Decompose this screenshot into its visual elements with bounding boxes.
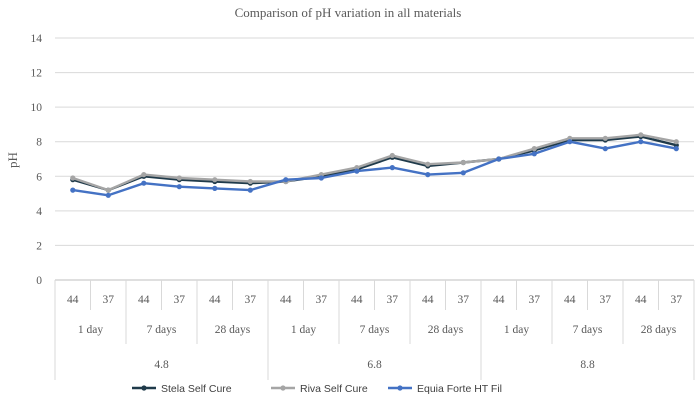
data-point	[212, 177, 218, 183]
x-tick-label: 37	[671, 294, 683, 306]
x-group-label-ph: 4.8	[154, 359, 169, 371]
x-tick-label: 37	[316, 294, 328, 306]
data-point	[638, 139, 644, 145]
y-tick-label: 8	[36, 137, 42, 149]
data-point	[638, 132, 644, 138]
data-point	[212, 185, 218, 191]
x-tick-label: 44	[351, 294, 363, 306]
x-tick-label: 37	[103, 294, 115, 306]
x-group-label-time: 28 days	[215, 324, 251, 336]
data-point	[105, 187, 111, 193]
x-tick-label: 37	[458, 294, 470, 306]
data-point	[176, 184, 182, 190]
data-point	[141, 172, 147, 178]
data-point	[531, 151, 537, 157]
data-point	[567, 139, 573, 145]
x-group-label-time: 1 day	[504, 324, 529, 336]
legend-marker	[141, 385, 147, 391]
x-tick-label: 44	[280, 294, 292, 306]
x-tick-label: 44	[138, 294, 150, 306]
data-point	[389, 152, 395, 159]
data-point	[247, 187, 253, 193]
x-group-label-ph: 6.8	[367, 359, 382, 371]
data-point	[141, 180, 147, 186]
y-tick-label: 14	[31, 33, 43, 45]
data-point	[673, 146, 679, 152]
x-group-label-time: 28 days	[428, 324, 464, 336]
x-group-label-time: 28 days	[641, 324, 677, 336]
y-tick-label: 12	[31, 68, 43, 80]
y-axis-ticks: 0 2 4 6 8 10 12 14	[31, 33, 43, 287]
data-point	[70, 187, 76, 193]
y-tick-label: 0	[36, 275, 42, 287]
data-point	[425, 161, 431, 167]
x-tick-label: 44	[493, 294, 505, 306]
legend-label: Equia Forte HT Fil	[417, 383, 502, 395]
data-point	[247, 178, 253, 185]
legend-label: Stela Self Cure	[161, 383, 232, 395]
y-tick-label: 10	[31, 102, 43, 114]
data-point	[354, 168, 360, 174]
x-axis: 44 37 44 37 44 37 44 37 44 37 44 37 44 37 44 37 44 37 1 da…	[54, 280, 695, 380]
x-group-label-ph: 8.8	[580, 359, 595, 371]
x-tick-label: 44	[422, 294, 434, 306]
x-tick-label: 37	[387, 294, 399, 306]
data-point	[70, 175, 76, 181]
data-point	[460, 170, 466, 176]
x-group-label-time: 1 day	[291, 324, 316, 336]
series-lines	[70, 132, 679, 198]
x-tick-label: 37	[245, 294, 257, 306]
legend-label: Riva Self Cure	[300, 383, 368, 395]
x-group-label-time: 7 days	[573, 324, 603, 336]
data-point	[318, 175, 324, 181]
chart-title: Comparison of pH variation in all materi…	[235, 5, 462, 20]
x-group-label-time: 7 days	[360, 324, 390, 336]
data-point	[673, 139, 679, 145]
data-point	[496, 156, 502, 162]
legend-marker	[397, 385, 403, 391]
data-point	[460, 159, 466, 166]
legend: Stela Self Cure Riva Self Cure Equia Forte…	[132, 383, 502, 395]
series-equia-forte-ht-fil	[70, 139, 679, 198]
x-tick-label: 44	[564, 294, 576, 306]
data-point	[389, 165, 395, 171]
data-point	[531, 146, 537, 152]
data-point	[602, 146, 608, 152]
data-point	[283, 177, 289, 183]
data-point	[176, 175, 182, 181]
x-tick-label: 37	[600, 294, 612, 306]
gridlines	[55, 37, 694, 281]
x-tick-label: 44	[635, 294, 647, 306]
series-line	[71, 133, 678, 192]
data-point	[602, 135, 608, 141]
y-tick-label: 4	[36, 206, 42, 218]
data-point	[425, 172, 431, 178]
data-point	[105, 192, 111, 198]
x-tick-label: 37	[529, 294, 541, 306]
legend-marker	[280, 385, 286, 391]
x-tick-label: 44	[67, 294, 79, 306]
x-tick-label: 37	[174, 294, 186, 306]
x-group-label-time: 1 day	[78, 324, 103, 336]
y-axis-label: pH	[5, 152, 20, 168]
x-tick-label: 44	[209, 294, 221, 306]
y-tick-label: 6	[36, 171, 42, 183]
y-tick-label: 2	[36, 240, 42, 252]
x-group-label-time: 7 days	[147, 324, 177, 336]
series-line	[71, 135, 678, 192]
series-line	[71, 140, 678, 197]
